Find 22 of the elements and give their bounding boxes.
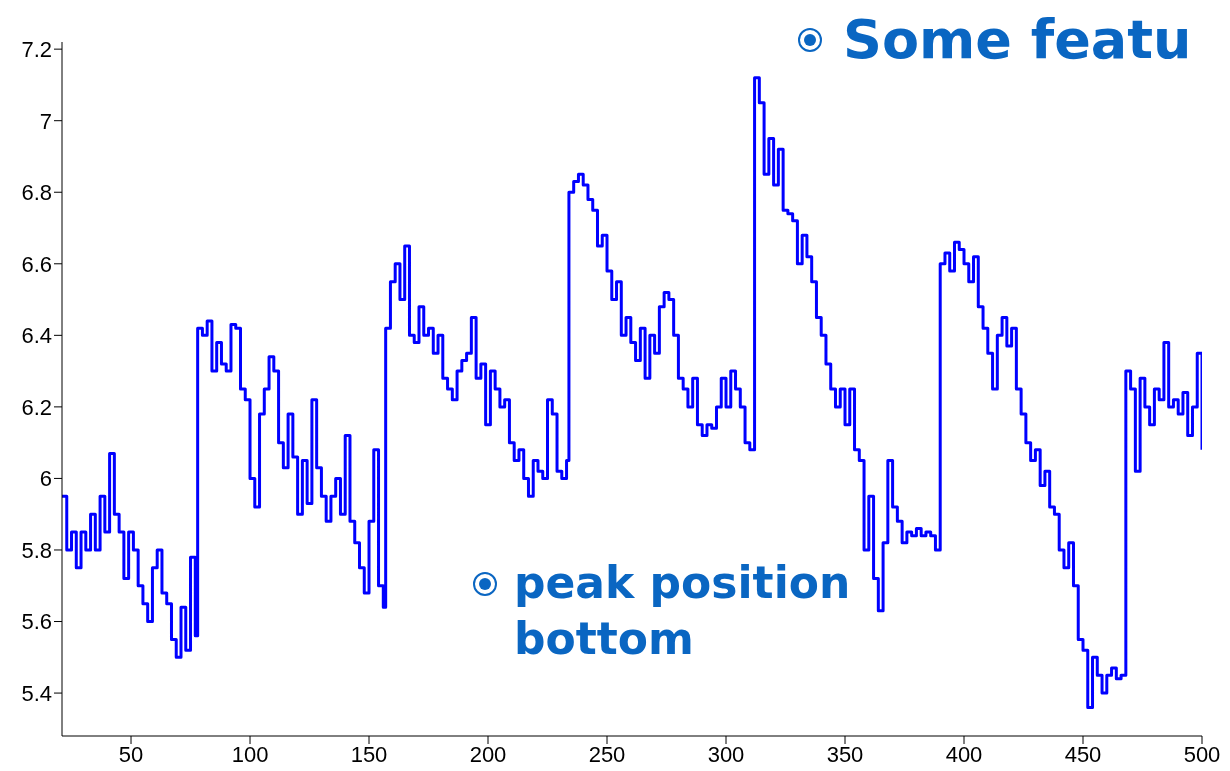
x-tick-label: 250: [588, 741, 626, 767]
x-tick-label: 350: [826, 741, 864, 767]
y-tick-label: 6.4: [21, 323, 52, 349]
x-tick-label: 300: [707, 741, 745, 767]
y-tick-label: 5.8: [21, 537, 52, 563]
y-tick-label: 6.2: [21, 394, 52, 420]
chart-title: Some featu: [843, 8, 1192, 71]
x-tick-label: 400: [945, 741, 983, 767]
y-tick-label: 7.2: [21, 36, 52, 62]
y-tick-label: 5.4: [21, 680, 52, 706]
y-tick-label: 6.6: [21, 251, 52, 277]
x-tick-label: 100: [231, 741, 269, 767]
x-tick-label: 500: [1183, 741, 1221, 767]
x-tick-label: 200: [469, 741, 507, 767]
x-tick-label: 150: [350, 741, 388, 767]
y-tick-label: 6.8: [21, 180, 52, 206]
x-tick-label: 50: [118, 741, 144, 767]
annotation: peak position bottom: [514, 556, 852, 666]
y-tick-label: 5.6: [21, 609, 52, 635]
y-tick-label: 7: [39, 108, 52, 134]
x-tick-label: 450: [1064, 741, 1102, 767]
y-tick-label: 6: [39, 466, 52, 492]
